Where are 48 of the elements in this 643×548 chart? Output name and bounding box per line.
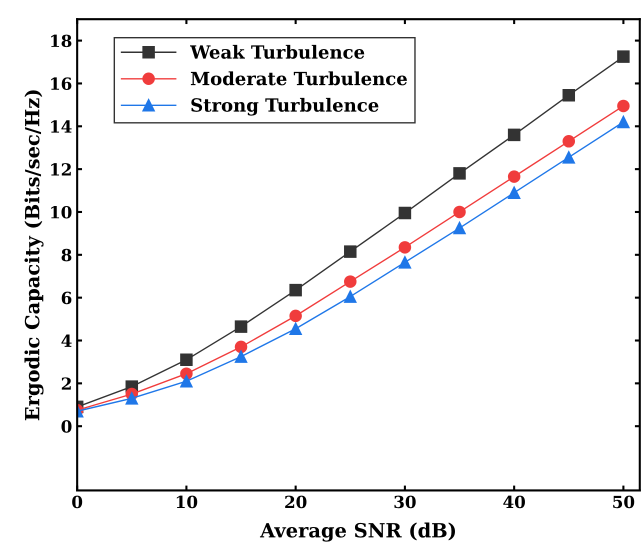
point (617, 50, 630, 63)
y-tick-label: 18 (51, 34, 72, 48)
x-axis-title: Average SNR (dB) (260, 522, 455, 542)
x-tick-label: 40 (503, 496, 525, 508)
point (617, 100, 630, 112)
legend-label: Moderate Turbulence (190, 71, 407, 86)
y-tick-label: 14 (51, 120, 72, 133)
point (508, 128, 520, 142)
y-tick-label: 12 (51, 163, 71, 176)
point (180, 354, 193, 366)
point (398, 206, 412, 220)
point (508, 186, 520, 199)
point (508, 170, 520, 183)
y-tick-label: 2 (62, 377, 71, 390)
point (344, 275, 357, 288)
point (289, 310, 302, 322)
y-tick-label: 6 (62, 292, 72, 304)
point (344, 245, 357, 258)
point (453, 222, 466, 234)
y-tick-label: 4 (61, 334, 72, 347)
x-tick-label: 30 (394, 496, 416, 508)
legend-label: Weak Turbulence (190, 44, 364, 59)
x-tick-label: 0 (72, 496, 82, 508)
point (234, 350, 248, 363)
point (180, 374, 193, 388)
x-tick-label: 10 (176, 496, 198, 508)
point (126, 392, 138, 405)
point (234, 320, 248, 333)
x-tick-label: 50 (613, 496, 634, 508)
point (562, 151, 576, 164)
point (453, 167, 466, 180)
point (289, 284, 302, 296)
point (617, 116, 630, 128)
point (562, 88, 576, 102)
y-tick-label: 16 (51, 77, 72, 90)
y-tick-label: 10 (51, 206, 72, 219)
point (562, 135, 576, 148)
point (234, 340, 248, 354)
y-tick-label: 8 (62, 248, 72, 262)
point (398, 256, 412, 269)
point (453, 206, 466, 218)
point (289, 322, 302, 335)
y-axis-title: Ergodic Capacity (Bits/sec/Hz) (24, 90, 44, 420)
point (398, 241, 412, 254)
point (344, 290, 357, 303)
y-tick-label: 0 (61, 420, 72, 433)
x-tick-label: 20 (285, 496, 306, 508)
legend-label: Strong Turbulence (191, 98, 378, 116)
